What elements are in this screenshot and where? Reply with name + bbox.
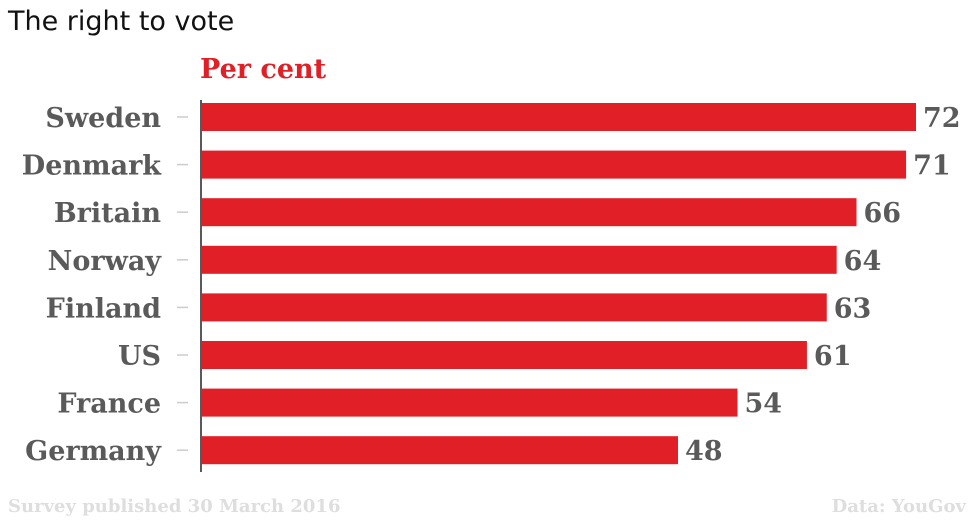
bar: [202, 198, 857, 227]
value-label: 61: [814, 341, 852, 372]
category-label: Finland: [46, 293, 161, 324]
unit-label: Per cent: [200, 54, 327, 85]
value-label: 54: [745, 389, 783, 420]
bar: [202, 293, 827, 322]
value-label: 48: [685, 436, 723, 467]
category-label: Norway: [48, 246, 163, 277]
bar: [202, 341, 807, 369]
category-label: Denmark: [22, 151, 163, 182]
value-label: 63: [834, 293, 872, 324]
bar: [202, 150, 907, 179]
chart-title: The right to vote: [8, 6, 235, 37]
category-label: US: [118, 341, 161, 372]
value-label: 72: [923, 103, 961, 134]
bar: [202, 103, 916, 131]
bar: [202, 436, 678, 465]
category-label: Britain: [54, 198, 162, 229]
value-label: 66: [864, 198, 902, 229]
data-credit: Data: YouGov: [831, 496, 966, 517]
value-label: 71: [913, 151, 951, 182]
bar: [202, 388, 738, 417]
bars-layer: Sweden 72 Denmark 71 Britain 66 Norway 64 Finlan…: [22, 103, 961, 467]
bar: [202, 245, 837, 274]
value-label: 64: [844, 246, 882, 277]
category-label: France: [57, 389, 161, 420]
category-label: Sweden: [45, 103, 161, 134]
category-label: Germany: [25, 436, 162, 467]
survey-note: Survey published 30 March 2016: [8, 496, 341, 517]
